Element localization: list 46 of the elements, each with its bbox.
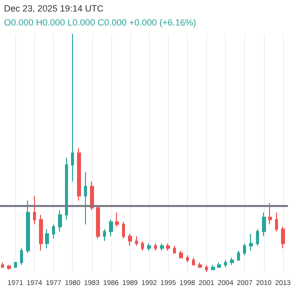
candlestick: [262, 212, 266, 237]
candlestick: [135, 236, 138, 246]
candlestick: [65, 157, 68, 220]
candlestick: [256, 228, 259, 246]
candlestick: [192, 257, 195, 266]
candlestick: [128, 233, 132, 246]
candlestick: [45, 228, 49, 249]
candlestick: [160, 242, 164, 252]
candlestick: [281, 226, 285, 249]
candlestick: [103, 228, 106, 242]
candlestick: [268, 202, 272, 225]
candlestick: [211, 264, 215, 270]
candlestick: [39, 214, 43, 252]
candlestick: [20, 248, 23, 266]
candlestick: [52, 224, 55, 240]
candlestick: [243, 242, 246, 256]
candlestick: [77, 148, 81, 202]
candlestick: [90, 181, 94, 211]
candlestick: [179, 250, 183, 258]
candlestick: [166, 242, 170, 252]
candlestick: [58, 210, 62, 232]
candlestick: [26, 200, 30, 254]
candlestick: [173, 245, 176, 254]
candlestick: [84, 172, 87, 225]
text: Dec 23, 2025 19:14 UTC: [4, 4, 104, 14]
candlestick: [205, 264, 208, 272]
candlestick: [7, 264, 11, 270]
candlestick: [230, 257, 234, 266]
candlestick: [186, 254, 189, 263]
candlestick: [33, 195, 36, 225]
candlestick: [249, 233, 253, 252]
candlestick: [224, 260, 227, 268]
text: O0.000 H0.000 L0.000 C0.000 +0.000 (+6.16%): [4, 18, 196, 28]
candlestick: [198, 262, 202, 268]
candlestick: [141, 240, 144, 252]
candlestick: [237, 250, 240, 261]
candlestick: [154, 242, 157, 252]
candlestick: [147, 242, 151, 252]
candlestick: [1, 262, 4, 268]
candlestick: [115, 212, 119, 228]
candlestick: [275, 212, 278, 232]
candlestick: [122, 222, 125, 240]
candlestick: [109, 219, 113, 237]
candlestick: [217, 262, 221, 268]
candlestick: [96, 204, 100, 240]
candlestick: [14, 262, 17, 268]
